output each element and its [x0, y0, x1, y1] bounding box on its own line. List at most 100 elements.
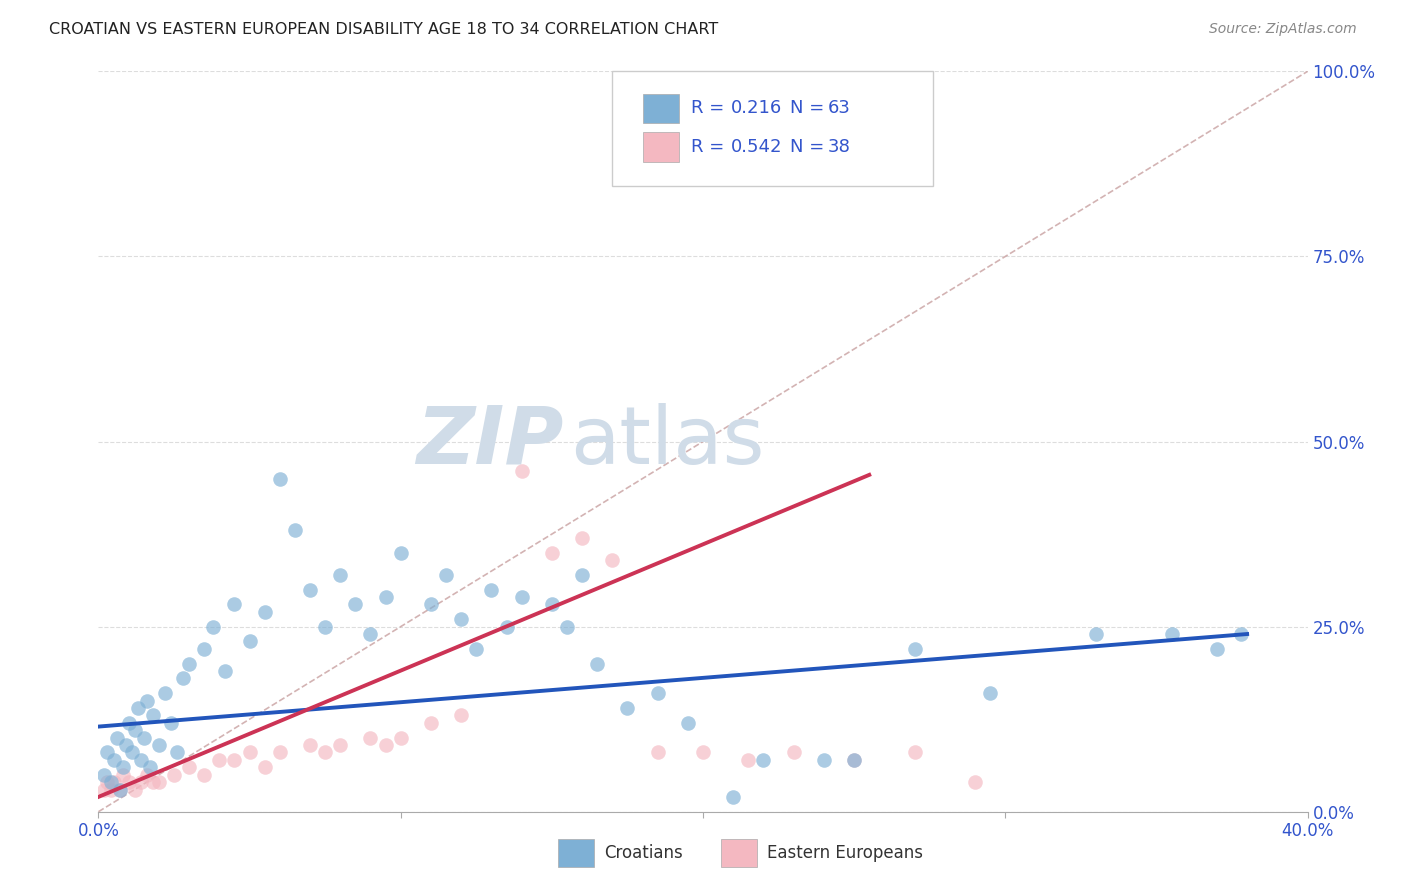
Point — [124, 723, 146, 738]
Point — [118, 715, 141, 730]
Point — [481, 582, 503, 597]
Point — [434, 567, 457, 582]
FancyBboxPatch shape — [613, 71, 932, 186]
Point — [105, 731, 128, 745]
Point — [224, 753, 246, 767]
Bar — [558, 839, 595, 867]
Point — [269, 471, 291, 485]
Point — [616, 701, 638, 715]
Point — [208, 753, 231, 767]
Point — [1085, 627, 1108, 641]
Text: 63: 63 — [828, 99, 851, 118]
Point — [1206, 641, 1229, 656]
Point — [389, 731, 412, 745]
Point — [540, 546, 562, 560]
Text: Eastern Europeans: Eastern Europeans — [768, 844, 924, 863]
Point — [647, 746, 669, 760]
Point — [571, 531, 593, 545]
Text: atlas: atlas — [569, 402, 765, 481]
Point — [450, 708, 472, 723]
Point — [224, 598, 246, 612]
Point — [96, 775, 118, 789]
Point — [269, 746, 291, 760]
Point — [121, 746, 143, 760]
Point — [172, 672, 194, 686]
Point — [389, 546, 412, 560]
Point — [108, 782, 131, 797]
Point — [129, 775, 152, 789]
Point — [166, 746, 188, 760]
Point — [239, 634, 262, 648]
Point — [124, 782, 146, 797]
Point — [284, 524, 307, 538]
Point — [135, 694, 157, 708]
Point — [127, 701, 149, 715]
Point — [239, 746, 262, 760]
Point — [1230, 627, 1253, 641]
Point — [314, 619, 336, 633]
Point — [844, 753, 866, 767]
Text: ZIP: ZIP — [416, 402, 564, 481]
Point — [103, 753, 125, 767]
Point — [783, 746, 806, 760]
Point — [142, 708, 165, 723]
Point — [510, 464, 533, 478]
Point — [193, 641, 215, 656]
Point — [540, 598, 562, 612]
Point — [374, 738, 396, 752]
Point — [360, 731, 382, 745]
Point — [450, 612, 472, 626]
Point — [142, 775, 165, 789]
Point — [420, 715, 443, 730]
Point — [495, 619, 517, 633]
Point — [571, 567, 593, 582]
Point — [360, 627, 382, 641]
Point — [555, 619, 578, 633]
Text: N =: N = — [790, 138, 830, 156]
Point — [179, 760, 201, 774]
Point — [93, 767, 115, 781]
Point — [160, 715, 183, 730]
Point — [202, 619, 225, 633]
Point — [96, 746, 118, 760]
Text: 0.542: 0.542 — [731, 138, 782, 156]
Point — [692, 746, 714, 760]
Point — [1160, 627, 1182, 641]
Point — [904, 746, 927, 760]
Text: N =: N = — [790, 99, 830, 118]
Point — [179, 657, 201, 671]
Point — [132, 731, 155, 745]
Point — [586, 657, 609, 671]
Point — [299, 582, 322, 597]
Text: Source: ZipAtlas.com: Source: ZipAtlas.com — [1209, 22, 1357, 37]
Point — [135, 767, 157, 781]
Point — [602, 553, 624, 567]
Point — [979, 686, 1001, 700]
Point — [253, 760, 276, 774]
Point — [299, 738, 322, 752]
Point — [103, 775, 125, 789]
Text: 38: 38 — [828, 138, 851, 156]
Point — [163, 767, 186, 781]
Point — [844, 753, 866, 767]
Point — [676, 715, 699, 730]
Point — [465, 641, 488, 656]
Point — [344, 598, 367, 612]
Point — [214, 664, 236, 678]
Point — [148, 738, 170, 752]
Point — [965, 775, 987, 789]
Point — [100, 782, 122, 797]
Point — [374, 590, 396, 604]
Bar — [721, 839, 758, 867]
Point — [118, 775, 141, 789]
Point — [813, 753, 835, 767]
Point — [193, 767, 215, 781]
Point — [111, 767, 134, 781]
Text: Croatians: Croatians — [603, 844, 682, 863]
Point — [510, 590, 533, 604]
Point — [148, 775, 170, 789]
Text: CROATIAN VS EASTERN EUROPEAN DISABILITY AGE 18 TO 34 CORRELATION CHART: CROATIAN VS EASTERN EUROPEAN DISABILITY … — [49, 22, 718, 37]
Point — [100, 775, 122, 789]
Point — [93, 782, 115, 797]
Point — [420, 598, 443, 612]
